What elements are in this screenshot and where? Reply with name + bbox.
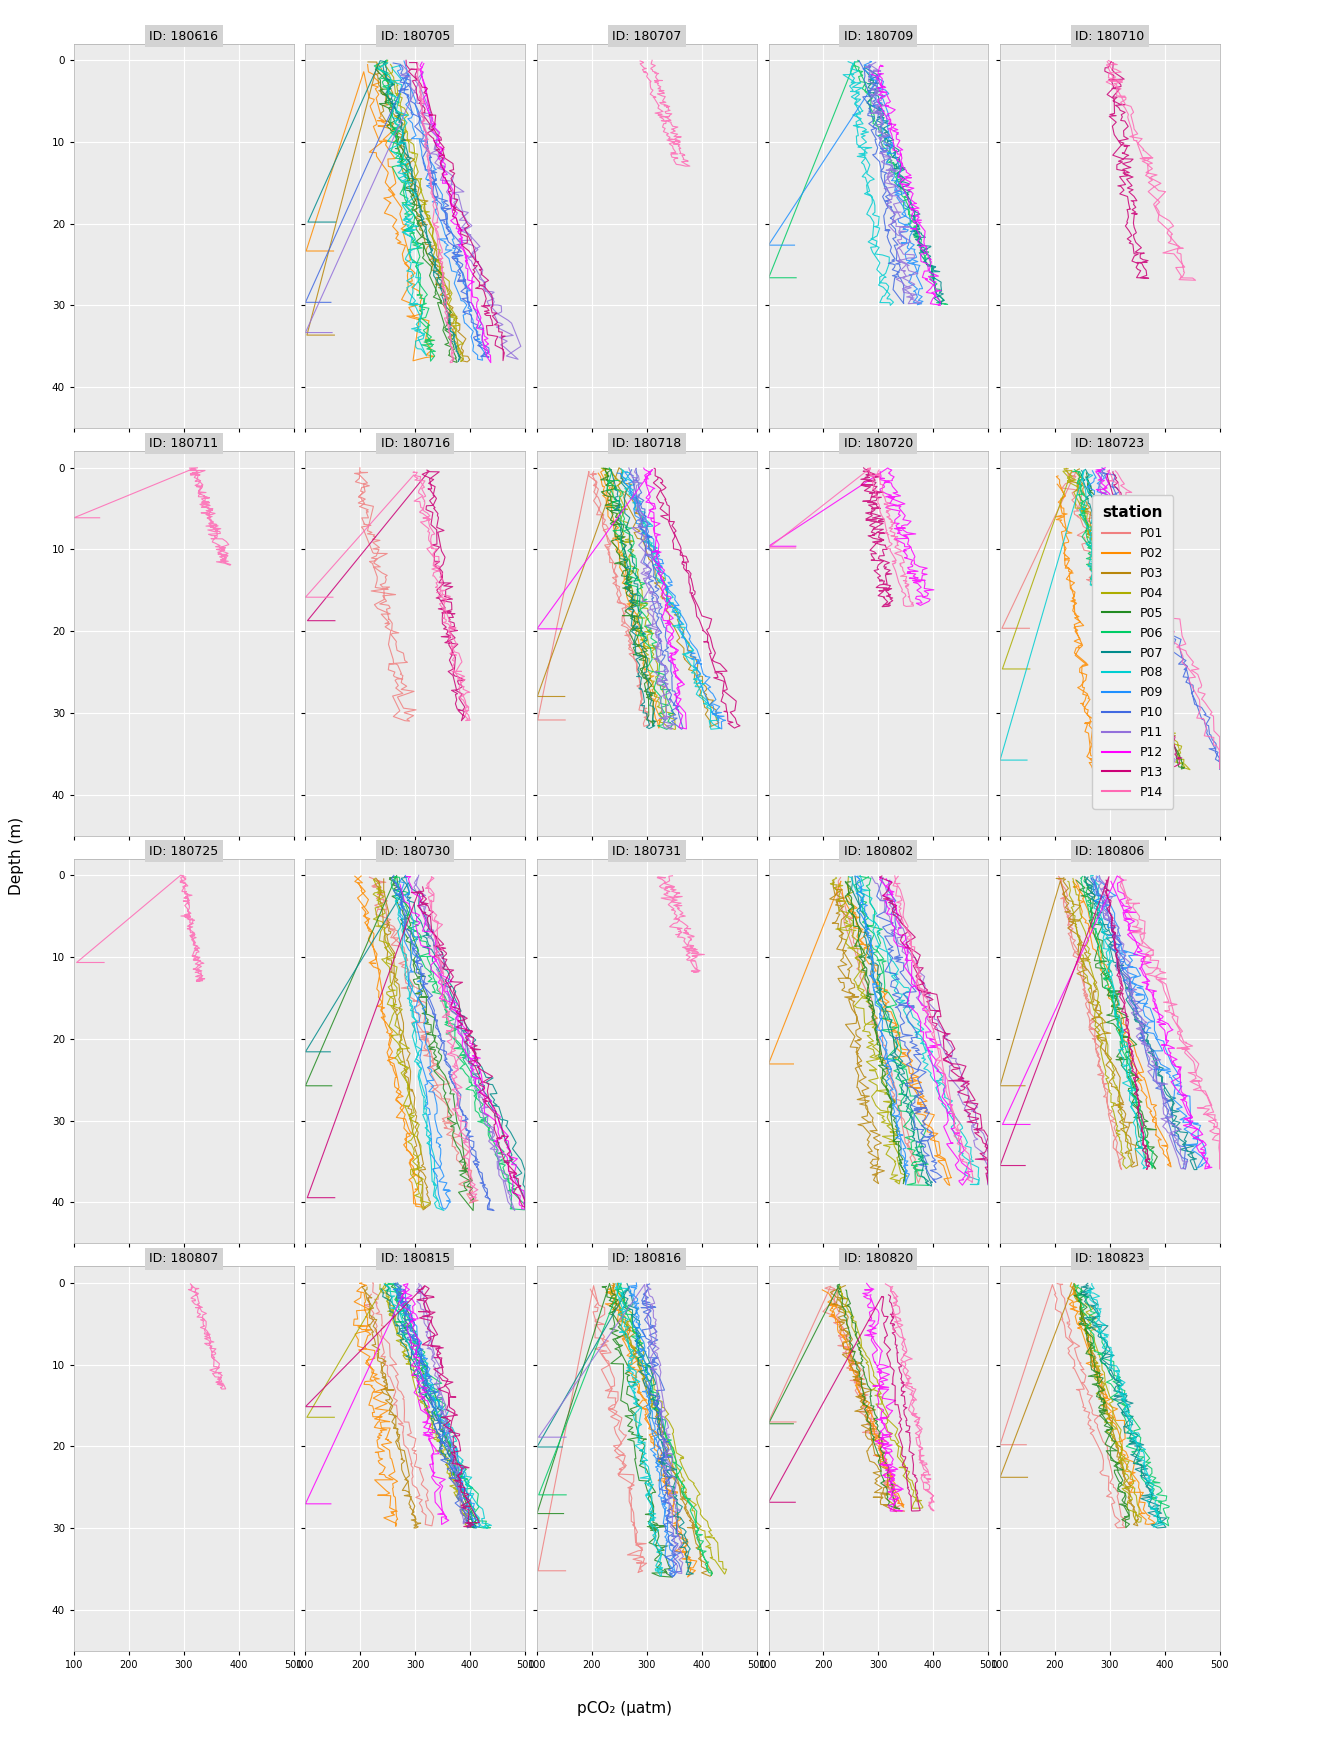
Title: ID: 180718: ID: 180718 (612, 437, 681, 451)
Title: ID: 180823: ID: 180823 (1075, 1253, 1145, 1265)
Text: Depth (m): Depth (m) (8, 818, 24, 894)
Title: ID: 180806: ID: 180806 (1075, 844, 1145, 858)
Title: ID: 180720: ID: 180720 (844, 437, 913, 451)
Title: ID: 180716: ID: 180716 (380, 437, 450, 451)
Title: ID: 180711: ID: 180711 (149, 437, 218, 451)
Title: ID: 180730: ID: 180730 (380, 844, 450, 858)
Title: ID: 180723: ID: 180723 (1075, 437, 1145, 451)
Legend: P01, P02, P03, P04, P05, P06, P07, P08, P09, P10, P11, P12, P13, P14: P01, P02, P03, P04, P05, P06, P07, P08, … (1093, 496, 1173, 809)
Title: ID: 180725: ID: 180725 (149, 844, 218, 858)
Title: ID: 180731: ID: 180731 (613, 844, 681, 858)
Title: ID: 180820: ID: 180820 (844, 1253, 913, 1265)
Title: ID: 180710: ID: 180710 (1075, 30, 1145, 42)
Title: ID: 180707: ID: 180707 (612, 30, 681, 42)
Text: pCO₂ (µatm): pCO₂ (µatm) (578, 1702, 672, 1716)
Title: ID: 180802: ID: 180802 (844, 844, 913, 858)
Title: ID: 180709: ID: 180709 (844, 30, 913, 42)
Title: ID: 180816: ID: 180816 (613, 1253, 681, 1265)
Title: ID: 180815: ID: 180815 (380, 1253, 450, 1265)
Title: ID: 180705: ID: 180705 (380, 30, 450, 42)
Title: ID: 180807: ID: 180807 (149, 1253, 219, 1265)
Title: ID: 180616: ID: 180616 (149, 30, 218, 42)
